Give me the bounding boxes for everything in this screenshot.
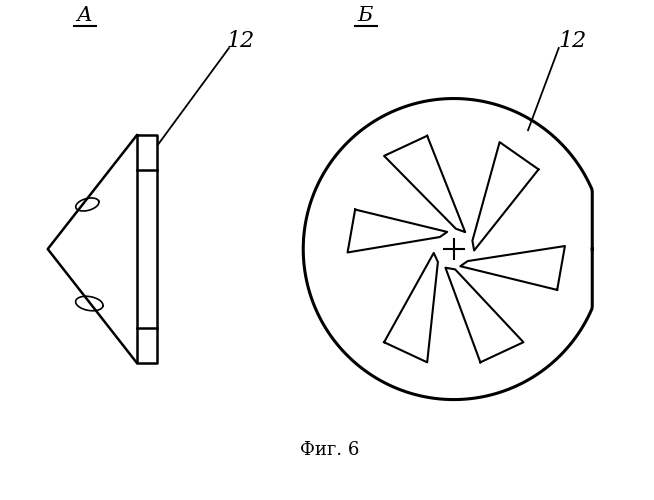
Text: Б: Б xyxy=(357,6,372,25)
Text: 12: 12 xyxy=(559,30,587,52)
Text: 12: 12 xyxy=(227,30,255,52)
Text: Фиг. 6: Фиг. 6 xyxy=(300,441,360,459)
Text: А: А xyxy=(77,6,92,25)
